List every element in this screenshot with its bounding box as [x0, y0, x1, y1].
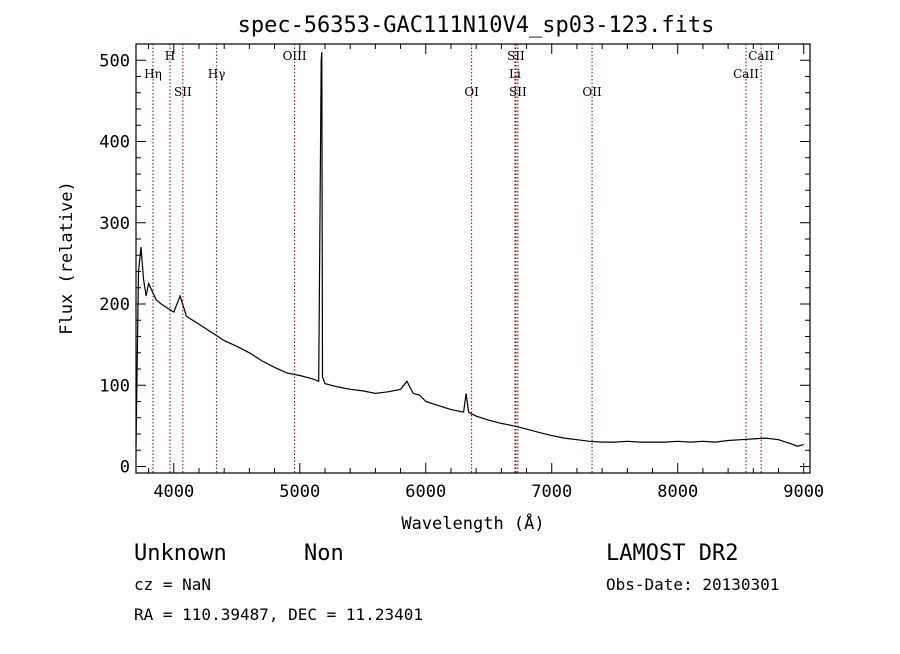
spectral-line-label: SII [507, 49, 525, 63]
y-axis-ticks: 0 100 200 300 400 500 [99, 51, 810, 478]
spectral-line-label: SII [509, 85, 527, 99]
x-tick-label: 9000 [783, 482, 824, 502]
object-class: Unknown [134, 541, 227, 566]
spectral-line-label: OIII [283, 49, 307, 63]
spectral-line-label: Li [509, 67, 521, 81]
spectral-line-label: CaII [748, 49, 774, 63]
x-axis-title: Wavelength (Å) [401, 512, 544, 534]
spectral-line-label: OII [582, 85, 602, 99]
spectral-line-labels: HηH SII Hγ OIII OI SII Li SII OII CaII CaII [144, 49, 774, 99]
spectrum-line [135, 52, 804, 447]
spectral-line-markers [152, 44, 762, 473]
survey-label: LAMOST DR2 [606, 541, 738, 566]
spectral-line-label: Hη [144, 67, 162, 81]
spectral-line-label: SII [174, 85, 192, 99]
y-tick-label: 200 [99, 295, 130, 315]
x-tick-label: 7000 [531, 482, 572, 502]
x-tick-label: 5000 [279, 482, 320, 502]
x-axis-ticks: 4000 5000 6000 7000 8000 9000 [148, 44, 824, 502]
x-tick-label: 6000 [405, 482, 446, 502]
chart-title: spec-56353-GAC111N10V4_sp03-123.fits [238, 13, 715, 38]
y-tick-label: 500 [99, 51, 130, 71]
coordinates-label: RA = 110.39487, DEC = 11.23401 [134, 605, 423, 624]
object-subclass: Non [304, 541, 344, 566]
obs-date-label: Obs-Date: 20130301 [606, 575, 779, 594]
x-tick-label: 8000 [657, 482, 698, 502]
x-tick-label: 4000 [153, 482, 194, 502]
spectral-line-label: OI [464, 85, 479, 99]
plot-frame [135, 43, 811, 474]
y-tick-label: 100 [99, 376, 130, 396]
redshift-label: cz = NaN [134, 575, 211, 594]
spectral-line-label: H [165, 49, 175, 63]
spectral-line-label: Hγ [208, 67, 226, 81]
y-tick-label: 300 [99, 214, 130, 234]
y-tick-label: 400 [99, 133, 130, 153]
y-axis-title: Flux (relative) [57, 181, 77, 335]
spectral-line-label: CaII [733, 67, 759, 81]
y-tick-label: 0 [120, 458, 130, 478]
